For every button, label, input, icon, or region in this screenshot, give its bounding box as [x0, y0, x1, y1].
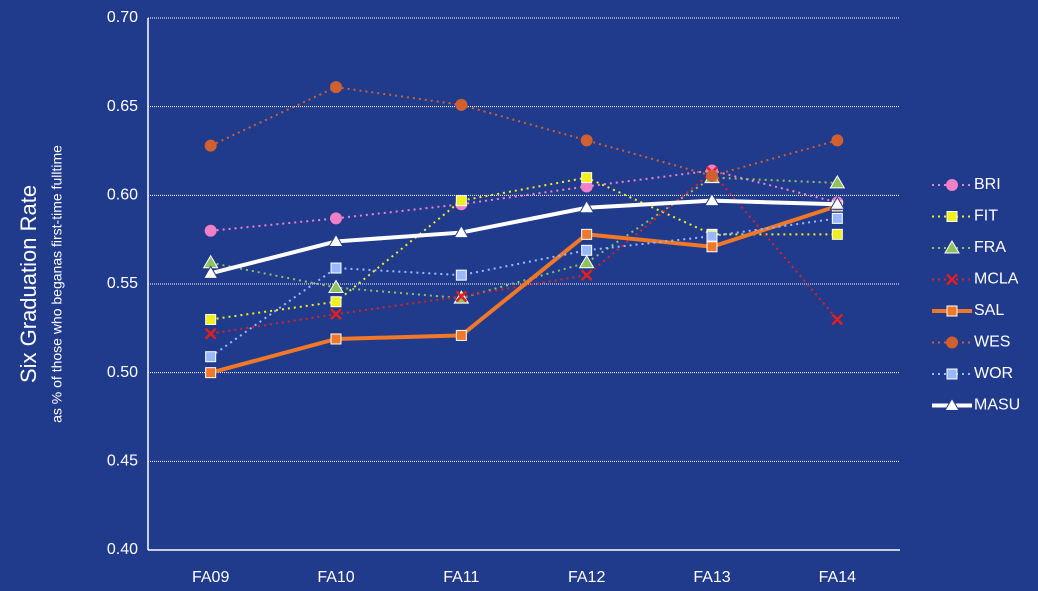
series	[202, 192, 846, 279]
x-tick-label: FA10	[317, 569, 354, 586]
legend-label: SAL	[974, 302, 1004, 319]
marker	[944, 397, 960, 411]
x-tick-label: FA11	[443, 569, 479, 586]
x-tick-label: FA12	[568, 569, 605, 586]
marker	[829, 196, 846, 210]
legend-label: BRI	[974, 176, 1001, 193]
marker	[204, 224, 217, 237]
marker	[328, 233, 344, 247]
marker	[455, 269, 467, 281]
marker	[455, 329, 467, 341]
legend-label: MASU	[974, 397, 1020, 414]
x-tick-label: FA09	[192, 569, 229, 586]
marker	[946, 179, 958, 191]
y-tick-label: 0.60	[107, 187, 138, 204]
marker	[704, 192, 720, 207]
y-axis-label: Six Graduation Rate	[16, 185, 41, 383]
marker	[581, 228, 593, 240]
marker	[330, 296, 342, 308]
marker	[944, 240, 960, 254]
marker	[578, 199, 595, 214]
marker	[453, 224, 470, 239]
marker	[831, 134, 844, 147]
marker	[831, 228, 843, 240]
marker	[581, 172, 593, 184]
legend-label: WES	[974, 334, 1010, 351]
y-tick-label: 0.70	[107, 9, 138, 26]
series-line	[210, 204, 838, 375]
marker	[580, 269, 593, 282]
y-axis-sublabel: as % of those who beganas first-time ful…	[49, 145, 65, 423]
marker	[204, 327, 217, 340]
marker	[581, 244, 593, 256]
legend-label: WOR	[974, 365, 1013, 382]
marker	[580, 180, 593, 193]
marker	[455, 290, 468, 303]
marker	[330, 308, 342, 321]
marker	[578, 254, 595, 269]
marker	[205, 313, 217, 325]
marker	[205, 351, 217, 363]
marker	[330, 333, 342, 345]
series	[205, 212, 843, 363]
x-tick-label: FA13	[693, 569, 730, 586]
marker	[202, 265, 219, 279]
legend-label: MCLA	[974, 271, 1019, 288]
marker	[946, 273, 958, 286]
marker	[706, 230, 718, 242]
marker	[831, 212, 843, 224]
marker	[330, 81, 342, 94]
marker	[205, 367, 217, 379]
legend-label: FRA	[974, 239, 1006, 256]
y-tick-label: 0.55	[107, 275, 138, 292]
series-line	[210, 176, 838, 300]
marker	[330, 262, 342, 274]
y-tick-label: 0.45	[107, 453, 138, 470]
marker	[706, 169, 718, 182]
marker	[204, 139, 217, 152]
x-tick-label: FA14	[819, 569, 856, 586]
series	[204, 81, 844, 182]
marker	[946, 368, 958, 380]
marker	[330, 212, 342, 225]
series-line	[210, 198, 838, 276]
marker	[831, 313, 844, 326]
marker	[829, 174, 846, 189]
y-tick-label: 0.40	[107, 541, 138, 558]
marker	[580, 134, 593, 147]
y-tick-label: 0.65	[107, 98, 138, 115]
series-line	[210, 217, 838, 358]
series-line	[210, 86, 838, 177]
marker	[946, 305, 958, 317]
legend-label: FIT	[974, 208, 998, 225]
marker	[328, 279, 344, 294]
marker	[455, 98, 468, 111]
marker	[455, 195, 467, 207]
marker	[706, 241, 718, 253]
marker	[946, 336, 958, 349]
y-tick-label: 0.50	[107, 364, 138, 381]
marker	[946, 211, 958, 222]
